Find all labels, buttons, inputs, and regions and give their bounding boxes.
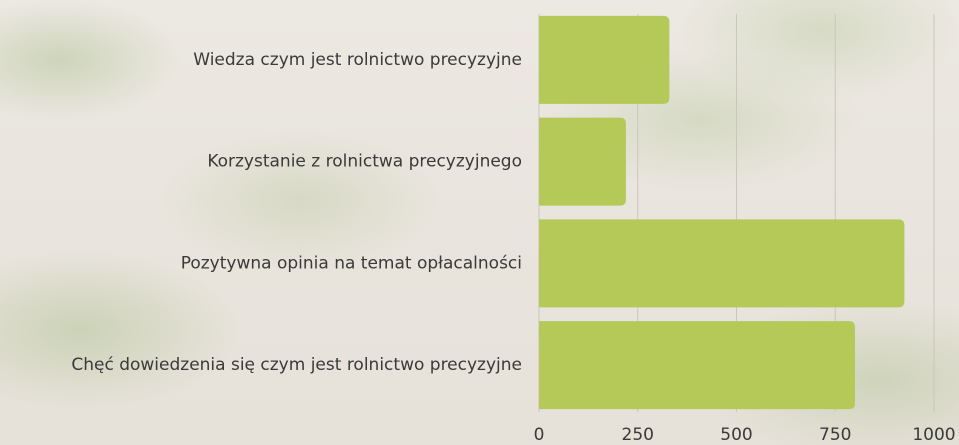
- bar: [539, 321, 855, 409]
- bar: [539, 16, 669, 104]
- x-tick-label: 0: [534, 425, 545, 445]
- y-tick-label: Wiedza czym jest rolnictwo precyzyjne: [193, 50, 522, 70]
- page: {"chart_data": {"type": "barh", "categor…: [0, 0, 959, 445]
- y-tick-label: Korzystanie z rolnictwa precyzyjnego: [207, 152, 522, 172]
- x-tick-label: 250: [622, 425, 654, 445]
- bar: [539, 118, 626, 206]
- chart: 0 250 500 750 1000 Wiedza czym jest rolnictwo…: [0, 0, 959, 445]
- bar: [539, 219, 904, 307]
- x-tick-label: 500: [720, 425, 752, 445]
- y-tick-label: Pozytywna opinia na temat opłacalności: [181, 253, 522, 273]
- x-tick-label: 750: [819, 425, 851, 445]
- x-tick-label: 1000: [912, 425, 955, 445]
- y-tick-label: Chęć dowiedzenia się czym jest rolnictwo…: [71, 355, 522, 375]
